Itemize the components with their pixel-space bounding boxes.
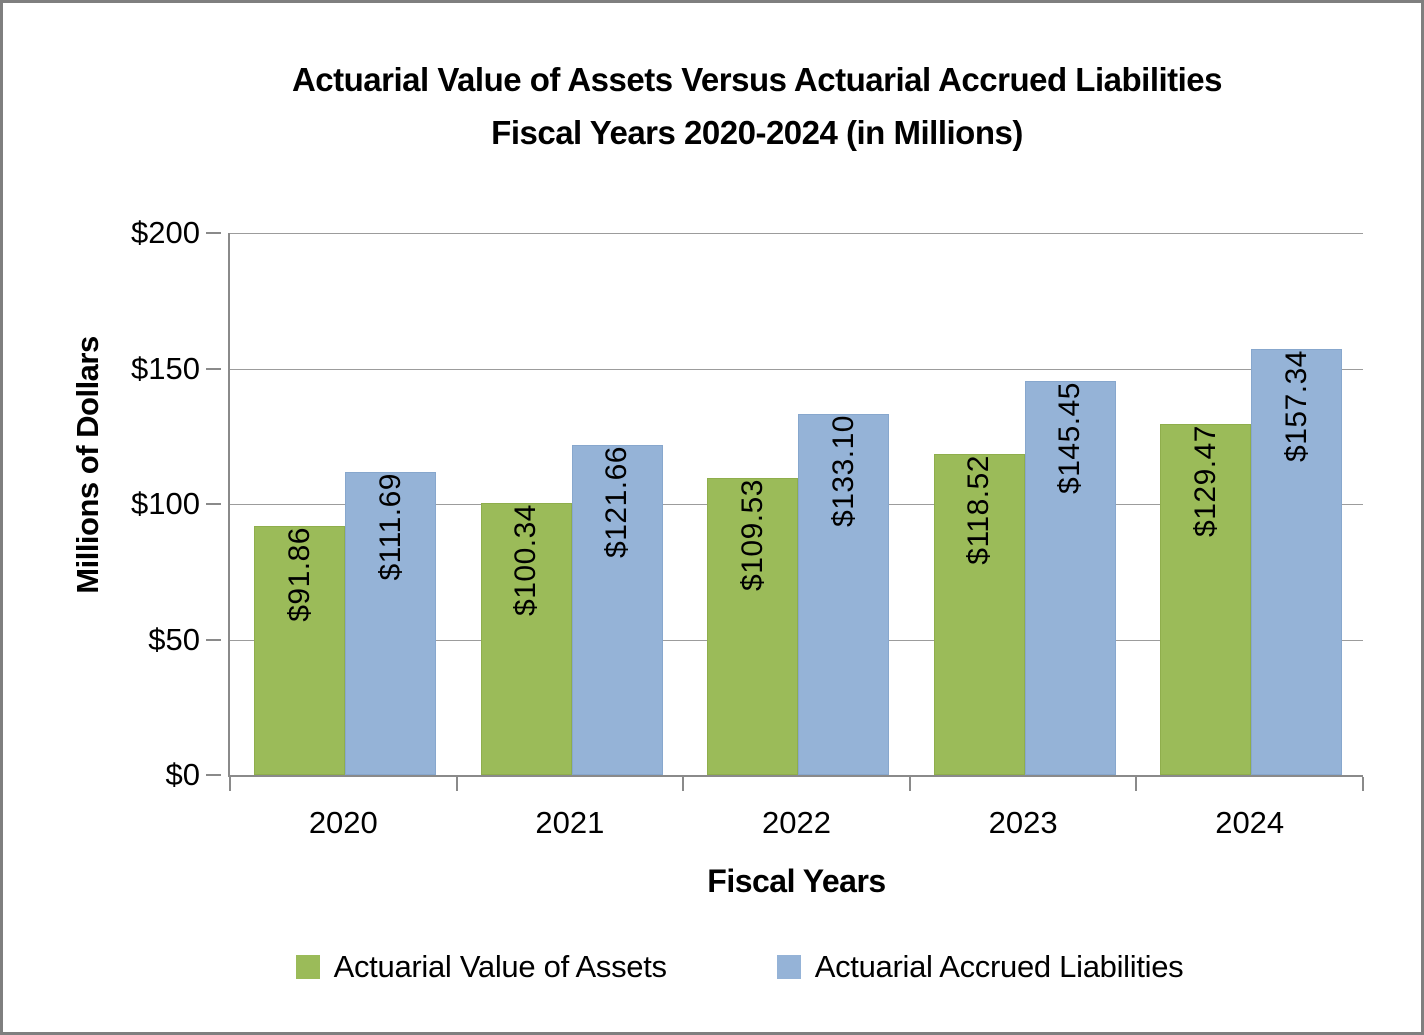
legend-item-liabilities: Actuarial Accrued Liabilities bbox=[776, 949, 1184, 985]
bar-data-label: $111.69 bbox=[373, 473, 407, 581]
y-tick-mark bbox=[206, 367, 221, 370]
plot-area: $91.86 $111.69 $100.34 $121.66 $109.53 $133.1… bbox=[228, 233, 1363, 777]
y-tick-mark bbox=[206, 232, 221, 234]
legend-label-assets: Actuarial Value of Assets bbox=[333, 949, 667, 984]
bar-assets-2023: $118.52 bbox=[933, 453, 1025, 775]
x-axis-label-2024: 2024 bbox=[1215, 805, 1285, 840]
gridline bbox=[230, 233, 1363, 234]
bar-data-label: $129.47 bbox=[1188, 425, 1222, 538]
x-axis-title: Fiscal Years bbox=[707, 863, 886, 899]
x-axis-label-2022: 2022 bbox=[762, 805, 831, 840]
bar-liabilities-2022: $133.10 bbox=[798, 414, 890, 775]
x-tick-mark bbox=[229, 777, 231, 791]
x-tick-mark bbox=[908, 777, 911, 791]
plot-inner: $91.86 $111.69 $100.34 $121.66 $109.53 $133.1… bbox=[230, 233, 1363, 775]
legend-item-assets: Actuarial Value of Assets bbox=[295, 949, 667, 985]
bar-liabilities-2024: $157.34 bbox=[1251, 348, 1343, 775]
legend: Actuarial Value of Assets Actuarial Accru… bbox=[58, 949, 1421, 985]
y-tick-mark bbox=[206, 638, 221, 641]
bar-data-label: $118.52 bbox=[962, 454, 996, 565]
gridline bbox=[230, 368, 1363, 370]
x-axis-label-2023: 2023 bbox=[988, 805, 1058, 840]
bar-data-label: $100.34 bbox=[509, 504, 543, 617]
chart-title-line2: Fiscal Years 2020-2024 (in Millions) bbox=[491, 114, 1023, 151]
y-tick-label: $150 bbox=[131, 350, 200, 386]
bar-liabilities-2021: $121.66 bbox=[571, 445, 663, 775]
x-tick-mark bbox=[1135, 777, 1138, 791]
chart-title: Actuarial Value of Assets Versus Actuari… bbox=[93, 53, 1421, 159]
bar-data-label: $121.66 bbox=[600, 446, 634, 559]
bar-assets-2020: $91.86 bbox=[254, 526, 345, 775]
y-tick-mark bbox=[206, 774, 221, 776]
bar-assets-2022: $109.53 bbox=[707, 478, 799, 775]
bar-data-label: $145.45 bbox=[1053, 381, 1087, 494]
y-tick-mark bbox=[206, 503, 221, 505]
y-tick-label: $0 bbox=[165, 757, 200, 792]
bar-data-label: $133.10 bbox=[826, 415, 860, 528]
x-axis-label-2020: 2020 bbox=[308, 805, 378, 840]
x-axis-label-2021: 2021 bbox=[535, 805, 605, 840]
y-tick-label: $50 bbox=[148, 621, 200, 657]
y-tick-label: $200 bbox=[131, 215, 200, 250]
bar-assets-2021: $100.34 bbox=[480, 503, 572, 775]
x-tick-mark bbox=[1362, 777, 1364, 791]
bar-assets-2024: $129.47 bbox=[1160, 424, 1252, 775]
x-tick-mark bbox=[455, 777, 458, 791]
legend-label-liabilities: Actuarial Accrued Liabilities bbox=[814, 949, 1184, 984]
chart-title-line1: Actuarial Value of Assets Versus Actuari… bbox=[291, 61, 1223, 98]
bar-data-label: $157.34 bbox=[1279, 349, 1313, 462]
bar-liabilities-2020: $111.69 bbox=[345, 472, 436, 775]
x-tick-mark bbox=[682, 777, 685, 791]
bar-data-label: $109.53 bbox=[735, 479, 769, 592]
legend-swatch-assets bbox=[295, 955, 320, 979]
legend-swatch-liabilities bbox=[776, 955, 801, 979]
y-tick-label: $100 bbox=[131, 486, 200, 521]
bar-liabilities-2023: $145.45 bbox=[1024, 380, 1116, 775]
bar-data-label: $91.86 bbox=[282, 527, 316, 622]
